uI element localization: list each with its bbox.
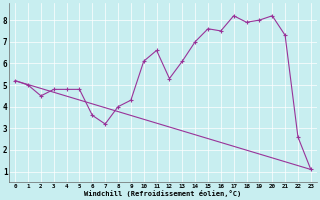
X-axis label: Windchill (Refroidissement éolien,°C): Windchill (Refroidissement éolien,°C) — [84, 190, 242, 197]
